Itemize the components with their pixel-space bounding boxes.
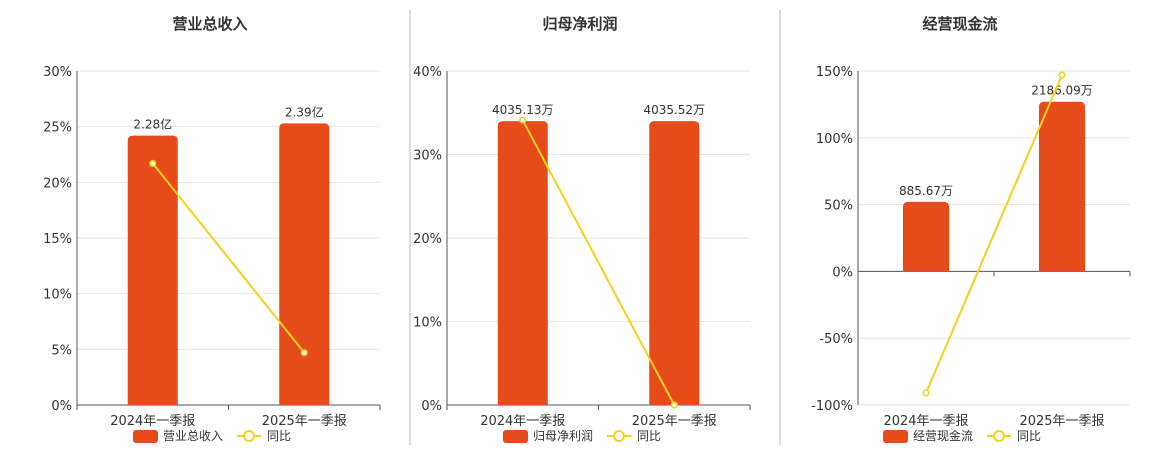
bar-data-label: 4035.13万 [492,103,554,117]
legend-line-label: 同比 [267,429,291,443]
yoy-point [670,401,678,409]
y-tick-label: 50% [824,199,853,214]
chart-title: 归母净利润 [542,15,617,33]
legend-line-marker [613,430,625,442]
y-tick-label: 100% [816,132,853,147]
y-tick-label: 5% [51,343,72,358]
bar-data-label: 885.67万 [899,184,953,198]
y-tick-label: 20% [43,176,72,191]
y-tick-label: 10% [43,288,72,303]
bar [497,121,548,405]
yoy-point [149,159,157,168]
chart-title: 营业总收入 [172,15,247,33]
yoy-point [300,349,308,357]
legend-bar-label: 经营现金流 [913,428,973,443]
legend-bar-swatch [883,430,908,443]
y-tick-label: 20% [413,232,442,247]
yoy-point [922,389,930,397]
chart-panel-3: 经营现金流 -100% -50% 0% 50% 100% 150% 885.67万 2186.0… [811,15,1131,443]
y-tick-label: 40% [413,65,442,80]
bar [127,135,178,405]
bar [649,121,700,405]
yoy-line [151,162,306,354]
chart-panel-1: 营业总收入 0% 5% 10% 15% 20% 25% 30% 2.28亿 2.39亿 2024年一… [43,15,381,443]
y-tick-label: 150% [816,65,853,80]
bar-data-label: 4035.52万 [643,103,705,117]
legend-line-marker [993,430,1005,442]
y-tick-label: 30% [43,65,72,80]
y-tick-label: 30% [413,149,442,164]
yoy-line [925,74,1063,394]
y-tick-label: -100% [811,399,853,414]
legend-line-label: 同比 [1017,429,1041,443]
legend-bar-swatch [503,430,528,443]
x-category-label: 2025年一季报 [262,414,347,429]
y-tick-label: -50% [819,332,853,347]
legend-bar-swatch [133,430,158,443]
bar [279,123,330,406]
legend-line-label: 同比 [637,429,661,443]
legend-bar-label: 营业总收入 [163,429,223,443]
legend-bar-label: 归母净利润 [533,429,593,443]
bar [1039,101,1085,272]
bar-data-label: 2186.09万 [1031,84,1093,98]
chart-title: 经营现金流 [922,15,997,33]
yoy-line [521,119,676,406]
x-category-label: 2024年一季报 [110,414,195,429]
y-tick-label: 0% [832,265,853,280]
chart-panel-2: 归母净利润 0% 10% 20% 30% 40% 4035.13万 4035.52万 2024年… [413,15,751,443]
x-category-label: 2024年一季报 [883,414,968,429]
x-category-label: 2025年一季报 [632,414,717,429]
y-tick-label: 25% [43,121,72,136]
yoy-point [1058,71,1066,79]
y-tick-label: 0% [51,399,72,414]
y-tick-label: 0% [421,399,442,414]
legend-line-marker [243,430,255,442]
bar-data-label: 2.39亿 [285,104,324,119]
x-category-label: 2024年一季报 [480,414,565,429]
bar [903,201,949,272]
x-category-label: 2025年一季报 [1019,414,1104,429]
y-tick-label: 15% [43,232,72,247]
bar-data-label: 2.28亿 [133,117,172,132]
yoy-point [519,116,527,124]
y-tick-label: 10% [413,316,442,331]
